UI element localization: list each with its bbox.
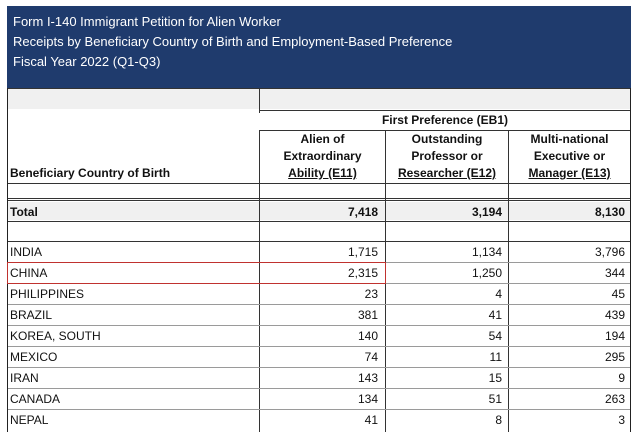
rule-under-headers [8, 183, 630, 184]
title-line-2: Receipts by Beneficiary Country of Birth… [13, 34, 453, 49]
col-divider-3 [508, 131, 509, 432]
cell-e12: 4 [495, 287, 502, 301]
total-e11: 7,418 [347, 205, 378, 219]
country-name: BRAZIL [10, 308, 53, 322]
country-name: CANADA [10, 392, 61, 406]
country-name: INDIA [10, 245, 43, 259]
rule-row [8, 304, 630, 305]
column-header-e12: Outstanding Professor or Researcher (E12… [397, 132, 497, 180]
cell-e13: 295 [604, 350, 625, 364]
cell-e13: 263 [604, 392, 625, 406]
rule-top [8, 88, 630, 89]
cell-e13: 344 [604, 266, 625, 280]
rule-above-india [8, 241, 630, 242]
cell-e11: 143 [357, 371, 378, 385]
cell-e13: 3,796 [594, 245, 625, 259]
cell-e12: 15 [488, 371, 502, 385]
cell-e12: 1,134 [471, 245, 502, 259]
group-divider [259, 88, 260, 113]
rule-under-group [259, 130, 630, 131]
country-name: KOREA, SOUTH [10, 329, 101, 343]
cell-e11: 140 [357, 329, 378, 343]
china-row-highlight [7, 262, 386, 284]
country-name: IRAN [10, 371, 39, 385]
cell-e12: 51 [488, 392, 502, 406]
cell-e11: 23 [364, 287, 378, 301]
total-e12: 3,194 [471, 205, 502, 219]
cell-e12: 11 [489, 350, 502, 364]
cell-e13: 45 [611, 287, 625, 301]
rule-row [8, 367, 630, 368]
total-e13: 8,130 [594, 205, 625, 219]
total-row-shade [8, 202, 630, 220]
total-label: Total [10, 205, 38, 219]
cell-e12: 54 [488, 329, 502, 343]
rule-under-shade [259, 110, 630, 111]
country-name: PHILIPPINES [10, 287, 85, 301]
title-line-3: Fiscal Year 2022 (Q1-Q3) [13, 54, 161, 69]
cell-e12: 1,250 [471, 266, 502, 280]
cell-e13: 9 [618, 371, 625, 385]
cell-e11: 134 [357, 392, 378, 406]
title-banner: Form I-140 Immigrant Petition for Alien … [7, 6, 631, 88]
rule-above-total [8, 198, 630, 201]
rule-row [8, 346, 630, 347]
country-name: CHINA [10, 266, 48, 280]
cell-e11: 74 [364, 350, 378, 364]
country-name: NEPAL [10, 413, 49, 427]
column-header-e13: Multi-national Executive or Manager (E13… [528, 132, 611, 180]
group-header: First Preference (EB1) [381, 113, 509, 127]
cell-e12: 8 [495, 413, 502, 427]
country-column-header: Beneficiary Country of Birth [10, 166, 171, 180]
cell-e13: 194 [604, 329, 625, 343]
cell-e13: 439 [604, 308, 625, 322]
column-header-e11: Alien of Extraordinary Ability (E11) [283, 132, 362, 180]
rule-row [8, 325, 630, 326]
header-shade-top [8, 88, 630, 109]
cell-e12: 41 [488, 308, 502, 322]
cell-e11: 41 [364, 413, 378, 427]
cell-e11: 381 [357, 308, 378, 322]
rule-under-total [8, 221, 630, 222]
rule-row [8, 409, 630, 410]
receipts-table: First Preference (EB1) Beneficiary Count… [7, 88, 631, 432]
cell-e11: 2,315 [347, 266, 378, 280]
country-name: MEXICO [10, 350, 58, 364]
cell-e13: 3 [618, 413, 625, 427]
title-line-1: Form I-140 Immigrant Petition for Alien … [13, 14, 281, 29]
col-divider-1 [259, 131, 260, 432]
rule-row [8, 388, 630, 389]
cell-e11: 1,715 [347, 245, 378, 259]
